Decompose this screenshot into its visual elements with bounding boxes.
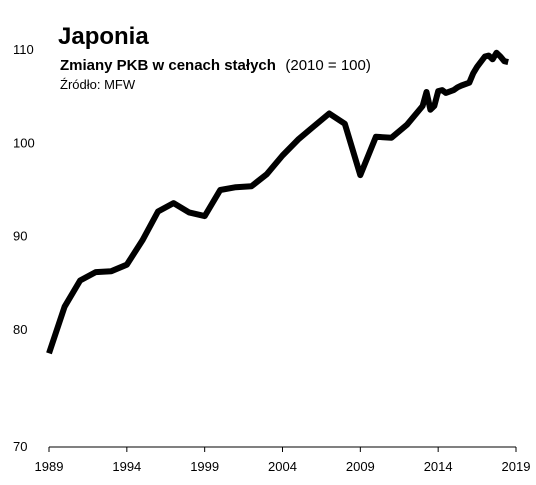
x-tick-label: 2004	[268, 459, 297, 474]
chart-axes: 70 80 90 100 110 1989 1994 1999 2004 2009 2014 2019	[13, 42, 530, 474]
x-tick-label: 2019	[502, 459, 531, 474]
y-tick-label: 90	[13, 229, 27, 244]
y-tick-label: 80	[13, 322, 27, 337]
chart-plot-area	[46, 49, 509, 355]
x-tick-label: 2014	[424, 459, 453, 474]
x-tick-label: 2009	[346, 459, 375, 474]
chart-subtitle-bold: Zmiany PKB w cenach stałych	[60, 57, 276, 74]
x-tick-label: 1994	[112, 459, 141, 474]
y-tick-label: 110	[13, 42, 34, 57]
y-tick-label: 70	[13, 439, 27, 454]
chart-source: Źródło: MFW	[60, 77, 136, 92]
chart-subtitle: Zmiany PKB w cenach stałych (2010 = 100)	[60, 57, 371, 74]
x-tick-label: 1989	[35, 459, 64, 474]
x-tick-label: 1999	[190, 459, 219, 474]
chart-subtitle-normal: (2010 = 100)	[285, 57, 370, 74]
y-tick-label: 100	[13, 135, 35, 150]
series-line	[46, 49, 509, 355]
chart-title: Japonia	[58, 23, 149, 50]
